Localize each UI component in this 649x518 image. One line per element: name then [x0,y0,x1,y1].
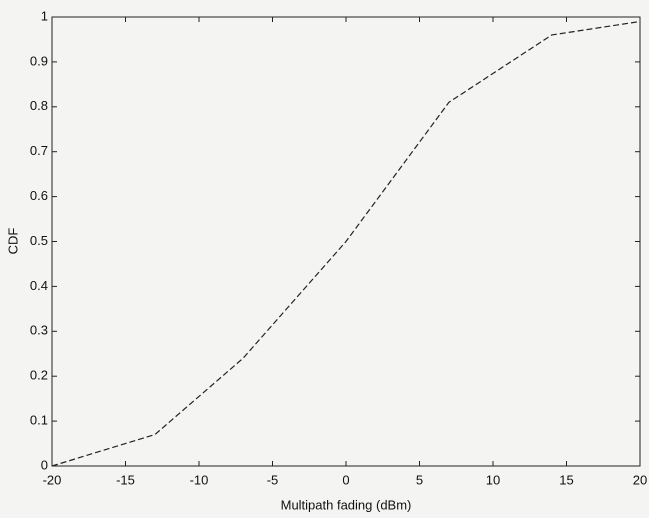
y-tick-label: 0.4 [30,278,48,293]
y-tick-label: 0.7 [30,143,48,158]
x-tick-label: -20 [43,472,62,487]
x-tick-label: 0 [342,472,349,487]
x-tick-label: 5 [416,472,423,487]
x-tick-label: 20 [633,472,647,487]
x-axis-label: Multipath fading (dBm) [281,497,412,512]
y-tick-label: 1 [41,8,48,23]
x-tick-label: -10 [190,472,209,487]
y-tick-label: 0.9 [30,53,48,68]
y-tick-label: 0.2 [30,368,48,383]
x-tick-label: 15 [559,472,573,487]
y-tick-label: 0.1 [30,413,48,428]
y-axis-label: CDF [5,228,20,255]
y-tick-label: 0.5 [30,233,48,248]
x-tick-label: -5 [267,472,279,487]
y-tick-label: 0 [41,457,48,472]
y-tick-label: 0.8 [30,98,48,113]
y-tick-label: 0.6 [30,188,48,203]
y-tick-label: 0.3 [30,323,48,338]
x-tick-label: 10 [486,472,500,487]
cdf-line [51,20,641,467]
x-tick-label: -15 [116,472,135,487]
